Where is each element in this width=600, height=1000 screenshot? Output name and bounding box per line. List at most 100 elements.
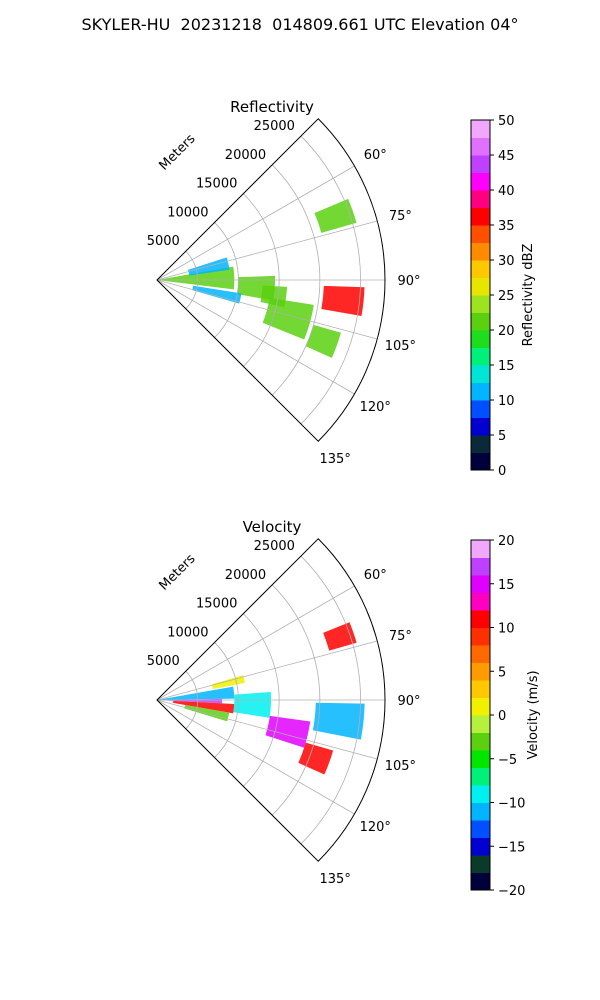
colorbar-tick-label: 5 (498, 429, 506, 444)
radial-tick-label: 20000 (225, 568, 266, 583)
colorbar-band (471, 452, 490, 462)
angle-tick-label: 120° (360, 400, 391, 415)
echo-region (305, 324, 341, 358)
velocity-grid (156, 538, 386, 862)
colorbar-band (471, 653, 490, 663)
azimuth-gridline (156, 279, 355, 395)
colorbar-band (471, 146, 490, 156)
colorbar-band (471, 172, 490, 182)
radial-tick-label: 25000 (254, 539, 295, 554)
colorbar-band (471, 435, 490, 445)
colorbar-band (471, 627, 490, 637)
colorbar-band (471, 443, 490, 453)
colorbar-band (471, 347, 490, 357)
echo-region (298, 742, 334, 775)
colorbar-band (471, 137, 490, 147)
colorbar-tick-label: 15 (498, 359, 515, 374)
reflectivity-echoes (157, 198, 365, 358)
colorbar-band (471, 286, 490, 296)
echo-region (157, 266, 235, 290)
velocity-colorbar-bands (471, 540, 490, 891)
colorbar-band (471, 321, 490, 331)
colorbar-band (471, 732, 490, 742)
colorbar-band (471, 592, 490, 602)
velocity-radial-label: Meters (157, 551, 199, 593)
reflectivity-radial-label: Meters (157, 131, 199, 173)
azimuth-gridline (156, 699, 378, 760)
colorbar-band (471, 706, 490, 716)
reflectivity-title: Reflectivity (230, 98, 314, 116)
colorbar-band (471, 400, 490, 410)
colorbar-band (471, 268, 490, 278)
azimuth-gridline (156, 699, 355, 815)
velocity-colorbar-label: Velocity (m/s) (526, 670, 541, 759)
colorbar-band (471, 128, 490, 138)
colorbar-band (471, 120, 490, 130)
radial-tick-label: 20000 (225, 148, 266, 163)
echo-region (265, 715, 311, 748)
colorbar-band (471, 680, 490, 690)
colorbar-band (471, 811, 490, 821)
radial-tick-label: 10000 (167, 205, 208, 220)
colorbar-band (471, 662, 490, 672)
angle-tick-label: 90° (397, 274, 420, 289)
colorbar-band (471, 557, 490, 567)
colorbar-band (471, 338, 490, 348)
colorbar-tick-label: 0 (498, 464, 506, 479)
angle-tick-label: 135° (320, 452, 351, 467)
echo-region (173, 700, 235, 714)
reflectivity-grid (156, 118, 386, 442)
colorbar-band (471, 802, 490, 812)
colorbar-tick-label: 0 (498, 709, 506, 724)
colorbar-band (471, 741, 490, 751)
colorbar-band (471, 303, 490, 313)
reflectivity-colorbar-bands (471, 120, 490, 471)
azimuth-gridline (156, 585, 355, 701)
colorbar-band (471, 356, 490, 366)
colorbar-band (471, 863, 490, 873)
colorbar-band (471, 575, 490, 585)
colorbar-band (471, 277, 490, 287)
colorbar-band (471, 233, 490, 243)
colorbar-band (471, 198, 490, 208)
colorbar-tick-label: 15 (498, 578, 515, 593)
colorbar-band (471, 566, 490, 576)
colorbar-band (471, 820, 490, 830)
colorbar-band (471, 723, 490, 733)
figure-title: SKYLER-HU 20231218 014809.661 UTC Elevat… (81, 15, 519, 34)
radial-tick-label: 5000 (147, 654, 180, 669)
colorbar-tick-label: 20 (498, 534, 515, 549)
colorbar-band (471, 697, 490, 707)
colorbar-band (471, 225, 490, 235)
azimuth-gridline (156, 279, 378, 340)
colorbar-band (471, 373, 490, 383)
velocity-echoes (157, 622, 365, 775)
colorbar-band (471, 846, 490, 856)
colorbar-band (471, 837, 490, 847)
colorbar-tick-label: 30 (498, 254, 515, 269)
angle-tick-label: 105° (385, 759, 416, 774)
angle-tick-label: 60° (364, 568, 387, 583)
colorbar-band (471, 583, 490, 593)
angle-tick-label: 120° (360, 820, 391, 835)
colorbar-tick-label: 45 (498, 149, 515, 164)
colorbar-band (471, 785, 490, 795)
colorbar-band (471, 872, 490, 882)
angle-tick-label: 75° (389, 209, 412, 224)
echo-region (157, 686, 235, 700)
colorbar-band (471, 382, 490, 392)
echo-region (323, 622, 357, 651)
radial-tick-label: 25000 (254, 119, 295, 134)
colorbar-band (471, 688, 490, 698)
colorbar-band (471, 426, 490, 436)
echo-region (262, 297, 314, 340)
colorbar-band (471, 715, 490, 725)
colorbar-band (471, 155, 490, 165)
colorbar-tick-label: 10 (498, 394, 515, 409)
radial-tick-label: 10000 (167, 625, 208, 640)
colorbar-band (471, 216, 490, 226)
velocity-radial-ticks: 5000 10000 15000 20000 25000 (147, 539, 295, 669)
angle-tick-label: 60° (364, 148, 387, 163)
colorbar-band (471, 671, 490, 681)
colorbar-tick-label: −10 (498, 797, 525, 812)
